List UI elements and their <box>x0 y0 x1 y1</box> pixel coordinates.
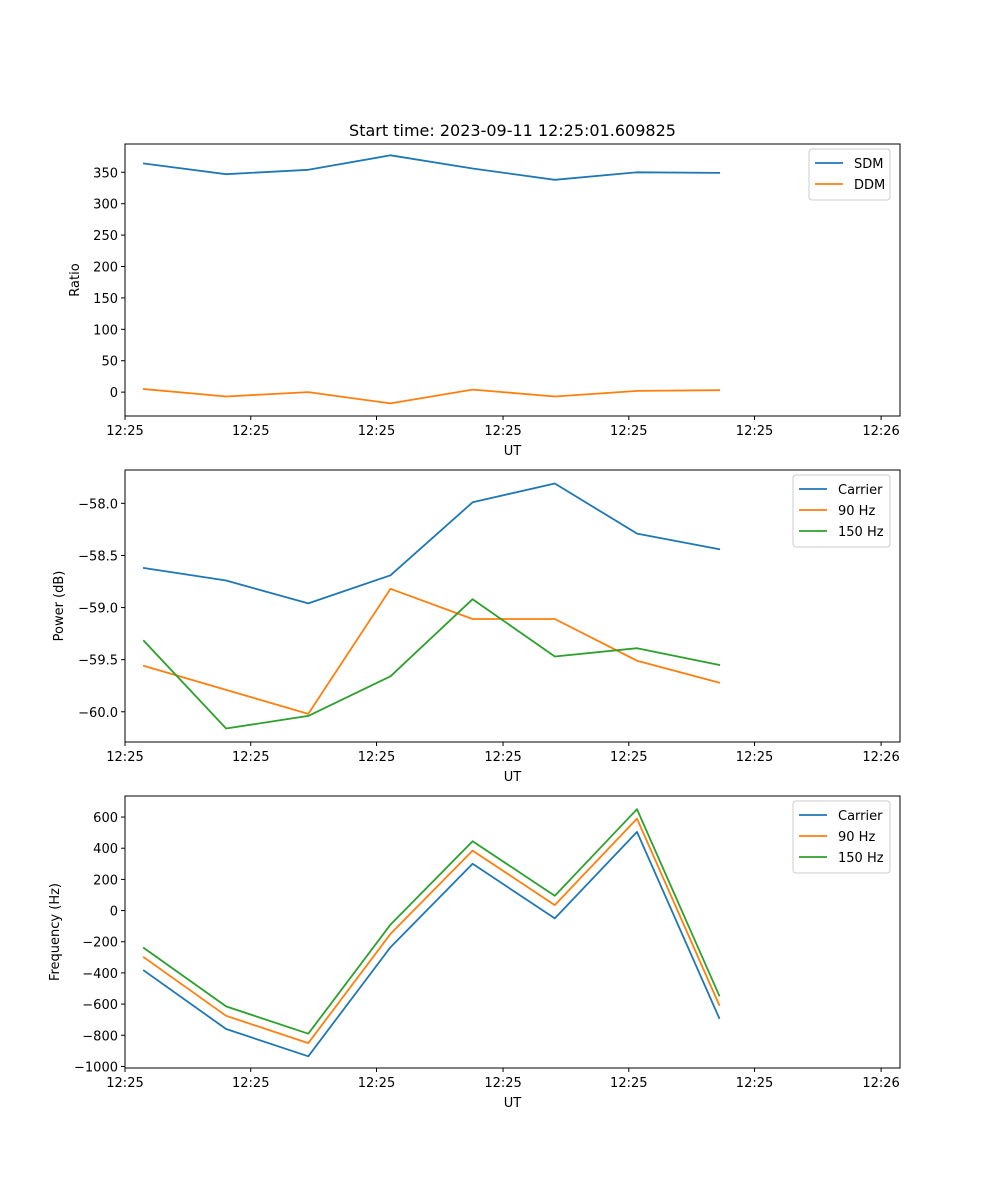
power-y-tick-label: −59.5 <box>78 654 118 669</box>
frequency-x-tick-label: 12:25 <box>232 1076 269 1091</box>
power-x-axis-label: UT <box>504 770 522 785</box>
frequency-legend <box>792 800 891 874</box>
frequency-x-tick-label: 12:25 <box>610 1076 647 1091</box>
ratio-axes-frame <box>124 143 901 417</box>
ratio-x-tick-label: 12:26 <box>862 424 899 439</box>
power-x-tick-label: 12:25 <box>358 750 395 765</box>
ratio-x-tick-label: 12:25 <box>610 424 647 439</box>
frequency-legend-label-carrier: Carrier <box>838 809 883 824</box>
power-legend-label-90-hz: 90 Hz <box>838 504 875 519</box>
power-x-tick-label: 12:25 <box>106 750 143 765</box>
frequency-x-axis-label: UT <box>504 1096 522 1111</box>
frequency-y-tick-label: 600 <box>93 811 118 826</box>
power-y-tick-label: −59.0 <box>78 602 118 617</box>
power-series-line-150-hz <box>142 598 721 730</box>
power-panel: 12:25 12:25 12:25 12:25 12:25 12:25 12:26 −60.0… <box>52 469 901 785</box>
frequency-legend-label-90-hz: 90 Hz <box>838 830 875 845</box>
frequency-y-tick-label: −800 <box>82 1029 118 1044</box>
ratio-panel: 12:25 12:25 12:25 12:25 12:25 12:25 12:26 0 50 10… <box>68 121 901 459</box>
ratio-x-axis-label: UT <box>504 444 522 459</box>
ratio-y-tick-label: 0 <box>110 386 118 401</box>
power-x-tick-label: 12:26 <box>862 750 899 765</box>
power-axes-frame <box>124 469 901 743</box>
power-y-tick-label: −60.0 <box>78 706 118 721</box>
ratio-legend-label-sdm: SDM <box>854 157 883 172</box>
power-series-line-carrier <box>142 482 721 605</box>
frequency-y-tick-label: −1000 <box>74 1060 118 1075</box>
frequency-y-axis-label: Frequency (Hz) <box>48 883 63 981</box>
ratio-series-line-sdm <box>142 154 721 181</box>
frequency-axes-frame <box>124 795 901 1069</box>
frequency-y-tick-label: −200 <box>82 936 118 951</box>
frequency-y-tick-label: 200 <box>93 873 118 888</box>
ratio-y-tick-label: 50 <box>101 355 118 370</box>
ratio-legend-label-ddm: DDM <box>854 178 885 193</box>
ratio-x-tick-label: 12:25 <box>358 424 395 439</box>
ratio-x-tick-label: 12:25 <box>232 424 269 439</box>
frequency-y-tick-label: 0 <box>110 905 118 920</box>
frequency-x-tick-label: 12:25 <box>106 1076 143 1091</box>
ratio-x-tick-label: 12:25 <box>106 424 143 439</box>
ratio-y-tick-label: 100 <box>93 323 118 338</box>
frequency-x-tick-label: 12:25 <box>358 1076 395 1091</box>
ratio-x-tick-label: 12:25 <box>484 424 521 439</box>
ratio-legend <box>808 148 891 201</box>
frequency-y-tick-label: −400 <box>82 967 118 982</box>
frequency-y-tick-label: −600 <box>82 998 118 1013</box>
frequency-x-tick-label: 12:25 <box>736 1076 773 1091</box>
frequency-panel: 12:25 12:25 12:25 12:25 12:25 12:25 12:26 −1000… <box>48 795 901 1111</box>
power-y-tick-label: −58.0 <box>78 497 118 512</box>
ratio-y-tick-label: 150 <box>93 292 118 307</box>
ratio-series-line-ddm <box>142 388 721 405</box>
power-x-tick-label: 12:25 <box>736 750 773 765</box>
frequency-legend-label-150-hz: 150 Hz <box>838 851 884 866</box>
frequency-x-tick-label: 12:26 <box>862 1076 899 1091</box>
power-legend-label-carrier: Carrier <box>838 483 883 498</box>
ratio-y-axis-label: Ratio <box>68 263 83 296</box>
frequency-series-line-150-hz <box>142 808 721 1035</box>
frequency-series-line-carrier <box>142 831 721 1058</box>
power-legend <box>792 474 891 548</box>
frequency-y-tick-label: 400 <box>93 842 118 857</box>
figure-title: Start time: 2023-09-11 12:25:01.609825 <box>349 121 676 140</box>
frequency-x-tick-label: 12:25 <box>484 1076 521 1091</box>
power-legend-label-150-hz: 150 Hz <box>838 525 884 540</box>
power-y-tick-label: −58.5 <box>78 549 118 564</box>
frequency-series-line-90-hz <box>142 817 721 1044</box>
power-x-tick-label: 12:25 <box>232 750 269 765</box>
ratio-y-tick-label: 250 <box>93 229 118 244</box>
ratio-x-tick-label: 12:25 <box>736 424 773 439</box>
power-y-axis-label: Power (dB) <box>52 571 67 642</box>
power-x-tick-label: 12:25 <box>610 750 647 765</box>
ratio-y-tick-label: 200 <box>93 260 118 275</box>
ratio-y-tick-label: 350 <box>93 166 118 181</box>
power-series-line-90-hz <box>142 587 721 715</box>
power-x-tick-label: 12:25 <box>484 750 521 765</box>
ratio-y-tick-label: 300 <box>93 198 118 213</box>
